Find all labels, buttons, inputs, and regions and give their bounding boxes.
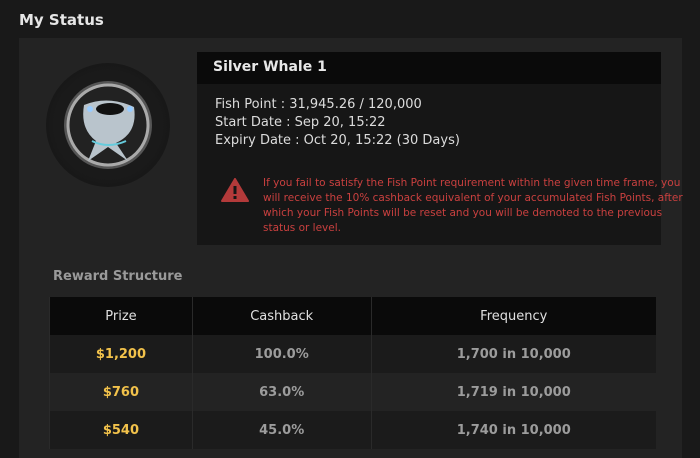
warning-text: If you fail to satisfy the Fish Point re… (263, 177, 683, 234)
page-title: My Status (19, 11, 104, 29)
warning-triangle-icon (221, 178, 249, 202)
prize-cell: $1,200 (49, 335, 193, 373)
fish-point: Fish Point : 31,945.26 / 120,000 (215, 97, 422, 112)
reward-table: Prize Cashback Frequency $1,200 100.0% 1… (49, 297, 656, 449)
status-avatar (46, 63, 170, 187)
status-panel: Silver Whale 1 Fish Point : 31,945.26 / … (19, 38, 683, 458)
warning-notice: If you fail to satisfy the Fish Point re… (221, 177, 683, 234)
col-frequency: Frequency (370, 297, 656, 335)
frequency-cell: 1,700 in 10,000 (370, 335, 656, 373)
prize-cell: $540 (49, 411, 193, 449)
col-prize: Prize (49, 297, 193, 335)
reward-structure-title: Reward Structure (53, 269, 183, 284)
frequency-cell: 1,740 in 10,000 (370, 411, 656, 449)
start-date: Start Date : Sep 20, 15:22 (215, 115, 386, 130)
cashback-cell: 63.0% (191, 373, 371, 411)
status-name: Silver Whale 1 (197, 52, 661, 84)
frequency-cell: 1,719 in 10,000 (370, 373, 656, 411)
prize-cell: $760 (49, 373, 193, 411)
table-row: $540 45.0% 1,740 in 10,000 (49, 411, 656, 449)
cashback-cell: 100.0% (191, 335, 371, 373)
table-row: $1,200 100.0% 1,700 in 10,000 (49, 335, 656, 373)
table-row: $760 63.0% 1,719 in 10,000 (49, 373, 656, 411)
status-info: Silver Whale 1 Fish Point : 31,945.26 / … (197, 52, 683, 245)
cashback-cell: 45.0% (191, 411, 371, 449)
expiry-date: Expiry Date : Oct 20, 15:22 (30 Days) (215, 133, 460, 148)
whale-badge-icon (64, 81, 152, 169)
col-cashback: Cashback (191, 297, 371, 335)
